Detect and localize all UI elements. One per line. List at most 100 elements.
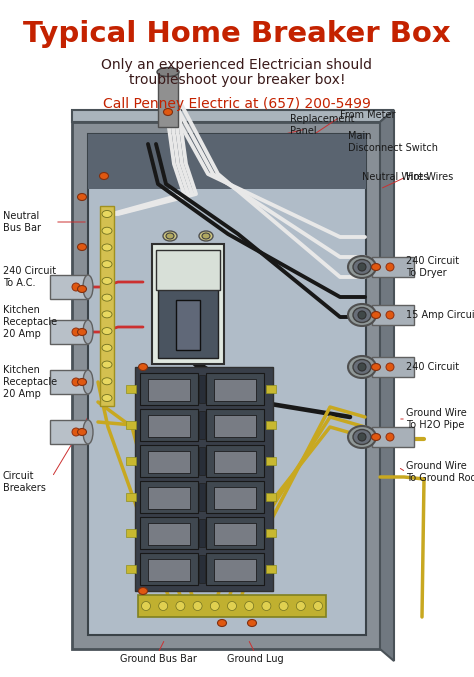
Ellipse shape bbox=[83, 320, 93, 344]
Ellipse shape bbox=[72, 328, 80, 336]
Bar bbox=[50, 420, 88, 444]
Ellipse shape bbox=[353, 307, 371, 322]
Bar bbox=[148, 415, 190, 437]
Bar bbox=[206, 481, 264, 513]
Ellipse shape bbox=[78, 244, 86, 250]
Ellipse shape bbox=[296, 601, 305, 611]
Bar bbox=[148, 487, 190, 509]
Ellipse shape bbox=[199, 231, 213, 241]
Ellipse shape bbox=[102, 227, 112, 234]
Text: Ground Lug: Ground Lug bbox=[227, 654, 283, 664]
Bar bbox=[156, 250, 220, 290]
Text: From Meter: From Meter bbox=[340, 110, 395, 120]
Ellipse shape bbox=[166, 233, 174, 239]
Bar bbox=[199, 519, 205, 547]
Text: Neutral Wires: Neutral Wires bbox=[362, 172, 428, 182]
Ellipse shape bbox=[83, 275, 93, 299]
Bar bbox=[199, 447, 205, 475]
Ellipse shape bbox=[353, 259, 371, 274]
Ellipse shape bbox=[358, 311, 366, 319]
Bar bbox=[140, 445, 198, 477]
Ellipse shape bbox=[279, 601, 288, 611]
Bar bbox=[126, 529, 136, 537]
Ellipse shape bbox=[386, 263, 394, 271]
Bar bbox=[50, 370, 88, 394]
Bar bbox=[148, 523, 190, 545]
Ellipse shape bbox=[78, 286, 86, 292]
Text: Typical Home Breaker Box: Typical Home Breaker Box bbox=[23, 20, 451, 48]
Bar bbox=[266, 457, 276, 465]
Ellipse shape bbox=[102, 345, 112, 351]
Bar bbox=[50, 275, 88, 299]
Bar bbox=[126, 493, 136, 501]
Bar bbox=[214, 379, 256, 401]
Ellipse shape bbox=[358, 363, 366, 371]
Bar bbox=[126, 565, 136, 573]
Ellipse shape bbox=[358, 433, 366, 441]
Text: Ground Wire
To H2O Pipe: Ground Wire To H2O Pipe bbox=[406, 408, 467, 430]
Bar bbox=[140, 373, 198, 405]
Bar bbox=[148, 559, 190, 581]
Ellipse shape bbox=[176, 601, 185, 611]
Text: Ground Wire
To Ground Rod: Ground Wire To Ground Rod bbox=[406, 461, 474, 483]
Bar bbox=[372, 427, 414, 447]
Bar bbox=[148, 379, 190, 401]
Ellipse shape bbox=[218, 619, 227, 626]
Bar bbox=[372, 357, 414, 377]
Ellipse shape bbox=[72, 428, 80, 436]
Bar bbox=[126, 385, 136, 393]
Ellipse shape bbox=[83, 420, 93, 444]
Bar bbox=[158, 72, 178, 127]
Ellipse shape bbox=[210, 601, 219, 611]
Ellipse shape bbox=[72, 378, 80, 386]
Bar bbox=[199, 375, 205, 403]
Ellipse shape bbox=[163, 231, 177, 241]
Bar bbox=[152, 244, 224, 364]
Bar bbox=[206, 373, 264, 405]
Bar bbox=[140, 553, 198, 585]
Bar bbox=[266, 565, 276, 573]
Ellipse shape bbox=[102, 211, 112, 217]
Ellipse shape bbox=[78, 194, 86, 200]
Bar bbox=[266, 385, 276, 393]
Bar bbox=[214, 523, 256, 545]
Bar bbox=[199, 483, 205, 511]
Bar bbox=[126, 421, 136, 429]
Bar bbox=[158, 288, 218, 358]
Ellipse shape bbox=[142, 601, 151, 611]
Bar bbox=[140, 409, 198, 441]
Text: 240 Circuit: 240 Circuit bbox=[406, 362, 459, 372]
Ellipse shape bbox=[262, 601, 271, 611]
Ellipse shape bbox=[102, 278, 112, 284]
Bar bbox=[214, 559, 256, 581]
Text: 240 Circuit
To Dryer: 240 Circuit To Dryer bbox=[406, 256, 459, 278]
Ellipse shape bbox=[386, 311, 394, 319]
Bar bbox=[176, 300, 200, 350]
Bar bbox=[88, 134, 366, 635]
Bar bbox=[206, 553, 264, 585]
Bar bbox=[372, 257, 414, 277]
Ellipse shape bbox=[348, 256, 376, 278]
Ellipse shape bbox=[138, 364, 147, 370]
Bar bbox=[266, 421, 276, 429]
Text: 15 Amp Circuit: 15 Amp Circuit bbox=[406, 310, 474, 320]
Ellipse shape bbox=[386, 433, 394, 441]
Bar bbox=[206, 445, 264, 477]
Bar bbox=[126, 457, 136, 465]
Bar bbox=[266, 493, 276, 501]
Ellipse shape bbox=[353, 359, 371, 374]
Polygon shape bbox=[72, 110, 394, 122]
Bar bbox=[72, 122, 380, 649]
Ellipse shape bbox=[193, 601, 202, 611]
Ellipse shape bbox=[83, 370, 93, 394]
Ellipse shape bbox=[372, 433, 381, 441]
Bar bbox=[148, 451, 190, 473]
Bar bbox=[50, 320, 88, 344]
Ellipse shape bbox=[386, 363, 394, 371]
Text: 240 Circuit
To A.C.: 240 Circuit To A.C. bbox=[3, 266, 56, 288]
Bar bbox=[214, 487, 256, 509]
Ellipse shape bbox=[72, 283, 80, 291]
Ellipse shape bbox=[102, 361, 112, 368]
Ellipse shape bbox=[78, 378, 86, 385]
Bar bbox=[88, 134, 366, 189]
